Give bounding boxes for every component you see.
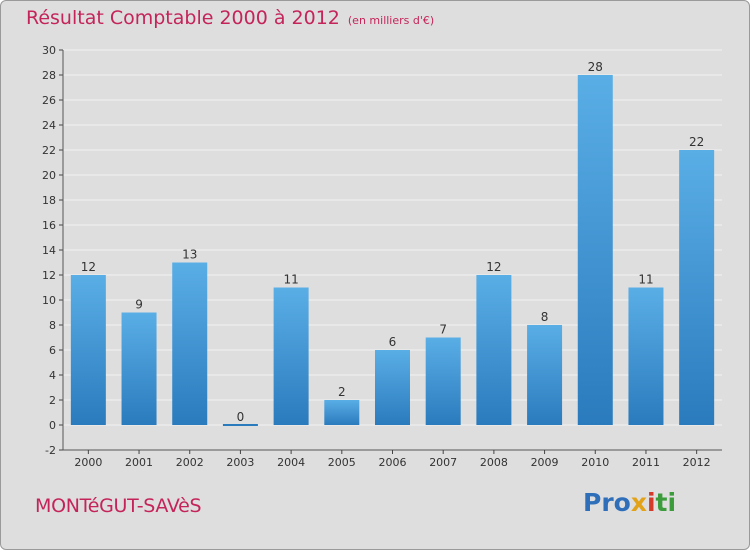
bar-value-label: 8 [541,310,549,324]
y-tick-label: 14 [42,244,56,257]
x-tick-label: 2007 [429,456,457,469]
y-tick-label: 0 [49,419,56,432]
bar-value-label: 28 [588,60,603,74]
chart-subtitle: (en milliers d'€) [347,14,435,27]
bar [679,150,715,425]
bar-value-label: 6 [389,335,397,349]
bar-value-label: 11 [283,273,298,287]
y-tick-label: 20 [42,169,56,182]
x-tick-label: 2002 [176,456,204,469]
proxiti-logo[interactable]: Proxiti [583,488,676,517]
bar-value-label: 13 [182,248,197,262]
bar [121,312,157,425]
y-tick-label: 4 [49,369,56,382]
y-tick-label: 10 [42,294,56,307]
bar [628,287,664,425]
logo-part: i [646,488,656,517]
y-tick-label: 18 [42,194,56,207]
y-tick-label: 24 [42,119,56,132]
logo-part: x [630,488,647,517]
logo-part: Pro [583,488,631,517]
y-tick-label: 16 [42,219,56,232]
x-tick-label: 2008 [480,456,508,469]
y-tick-label: 8 [49,319,56,332]
bar [222,424,258,426]
y-tick-label: -2 [45,444,56,457]
bar [577,75,613,425]
x-tick-label: 2004 [277,456,305,469]
y-tick-label: 26 [42,94,56,107]
bar-value-label: 9 [135,298,143,312]
x-tick-label: 2006 [379,456,407,469]
x-tick-label: 2005 [328,456,356,469]
x-tick-label: 2001 [125,456,153,469]
y-tick-label: 22 [42,144,56,157]
bar [375,350,410,425]
chart-title: Résultat Comptable 2000 à 2012 (en millie… [26,7,434,29]
y-tick-label: 2 [49,394,56,407]
x-tick-label: 2010 [581,456,609,469]
bar-value-label: 11 [638,273,653,287]
bar [425,337,461,425]
y-tick-label: 28 [42,69,56,82]
x-tick-label: 2011 [632,456,660,469]
bar-value-label: 0 [237,410,245,424]
y-tick-label: 30 [42,44,56,57]
bar-value-label: 22 [689,135,704,149]
y-tick-label: 12 [42,269,56,282]
bar [324,400,360,425]
y-tick-label: 6 [49,344,56,357]
bar [70,275,106,425]
x-tick-label: 2009 [531,456,559,469]
title-text: Résultat Comptable 2000 à 2012 [26,7,340,29]
logo-part: ti [655,488,677,517]
bar [476,275,512,425]
x-tick-label: 2000 [74,456,102,469]
bar [273,287,309,425]
x-tick-label: 2003 [226,456,254,469]
bar-value-label: 7 [439,323,447,337]
bar [527,325,563,425]
bar-value-label: 12 [81,260,96,274]
bar-value-label: 12 [486,260,501,274]
commune-name: MONTéGUT-SAVèS [35,495,202,517]
bar [172,262,208,425]
bar-value-label: 2 [338,385,346,399]
x-tick-label: 2012 [683,456,711,469]
